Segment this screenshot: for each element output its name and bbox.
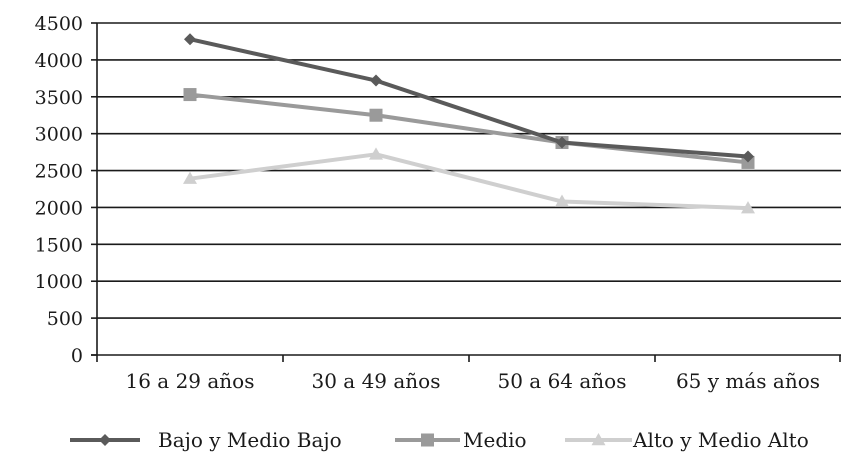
series-alto-y-medio-alto xyxy=(183,147,755,214)
y-tick-label: 0 xyxy=(71,345,83,367)
x-tick-label: 16 a 29 años xyxy=(125,369,254,393)
gridlines xyxy=(97,22,841,319)
x-tick-label: 65 y más años xyxy=(676,369,820,393)
y-tick-label: 1000 xyxy=(35,271,83,293)
legend-item-bajo-y-medio-bajo: Bajo y Medio Bajo xyxy=(70,428,342,452)
legend-item-medio: Medio xyxy=(395,428,527,452)
data-point xyxy=(370,74,382,87)
data-point xyxy=(369,108,383,122)
legend-label: Alto y Medio Alto xyxy=(632,428,809,452)
legend-swatch-marker xyxy=(591,433,606,446)
y-tick-label: 500 xyxy=(47,308,83,330)
x-tick-label: 50 a 64 años xyxy=(497,369,626,393)
y-tick-label: 1500 xyxy=(35,234,83,256)
data-point xyxy=(369,147,383,160)
y-tick-label: 3000 xyxy=(35,124,83,146)
legend-swatch-marker xyxy=(99,434,111,446)
data-point xyxy=(556,136,568,149)
y-tick-label: 2500 xyxy=(35,161,83,183)
data-point xyxy=(742,150,754,163)
data-point xyxy=(183,88,197,102)
series-line-bajo-y-medio-bajo xyxy=(189,37,749,159)
series-line-medio xyxy=(189,92,749,165)
x-tick-label: 30 a 49 años xyxy=(311,369,440,393)
y-tick-label: 4500 xyxy=(35,13,83,35)
x-axis-ticks: 16 a 29 años 30 a 49 años 50 a 64 años 65 y… xyxy=(125,369,820,393)
y-tick-label: 2000 xyxy=(35,197,83,219)
series-line-alto-y-medio-alto xyxy=(189,152,749,211)
data-point xyxy=(555,194,569,207)
axes xyxy=(91,22,841,362)
legend: Bajo y Medio Bajo Medio Alto y Medio Alto xyxy=(70,428,809,452)
legend-label: Bajo y Medio Bajo xyxy=(158,428,342,452)
legend-item-alto-y-medio-alto: Alto y Medio Alto xyxy=(565,428,809,452)
data-point xyxy=(183,171,197,184)
series-bajo-y-medio-bajo xyxy=(184,33,754,163)
legend-label: Medio xyxy=(463,428,527,452)
series-group xyxy=(183,33,755,214)
data-point xyxy=(184,33,196,46)
data-point xyxy=(741,201,755,214)
y-tick-label: 4000 xyxy=(35,50,83,72)
legend-swatch-marker xyxy=(421,433,434,447)
y-axis-ticks: 0 500 1000 1500 2000 2500 3000 3500 4000 4500 xyxy=(35,13,83,367)
y-tick-label: 3500 xyxy=(35,87,83,109)
series-medio xyxy=(183,88,755,169)
